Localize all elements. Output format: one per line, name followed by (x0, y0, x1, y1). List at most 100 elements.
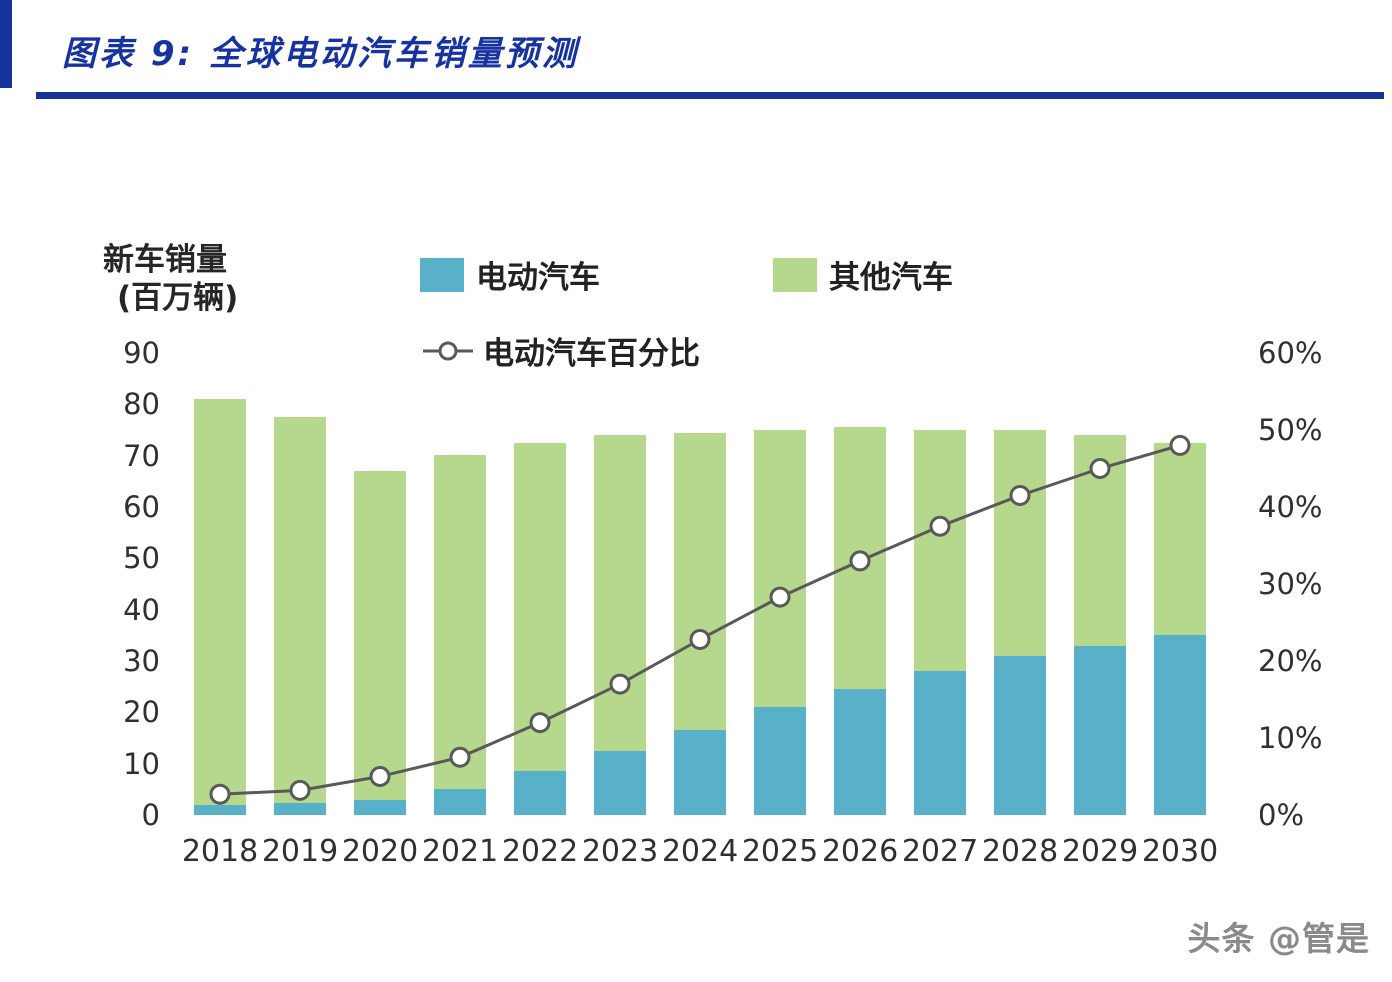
bar-segment-ev (674, 730, 726, 815)
bar-column-2026 (834, 427, 886, 815)
bar-segment-ev (354, 799, 406, 815)
left-tick-label: 60 (123, 490, 160, 524)
left-accent-bar (0, 0, 12, 88)
plot-area (180, 353, 1220, 815)
left-tick-label: 30 (123, 644, 160, 678)
left-tick-label: 90 (123, 336, 160, 370)
bar-column-2024 (674, 432, 726, 815)
bar-segment-other (674, 432, 726, 731)
bar-column-2020 (354, 471, 406, 815)
x-axis-label: 2019 (261, 834, 339, 869)
x-axis-label: 2018 (181, 834, 259, 869)
x-axis-label: 2030 (1141, 834, 1219, 869)
bar-segment-other (754, 430, 806, 708)
line-marker (689, 628, 711, 650)
left-tick-label: 50 (123, 541, 160, 576)
bar-segment-other (914, 430, 966, 672)
right-tick-label: 10% (1258, 721, 1323, 755)
x-axis-label: 2022 (501, 834, 579, 869)
bar-segment-other (434, 454, 486, 790)
x-axis-label: 2028 (981, 834, 1059, 869)
line-marker (369, 766, 391, 787)
left-tick-label: 0 (141, 798, 160, 832)
x-axis-label: 2027 (901, 834, 979, 869)
bar-column-2028 (994, 430, 1046, 815)
left-tick-label: 70 (123, 438, 160, 473)
line-marker (1009, 484, 1031, 506)
line-marker (209, 783, 231, 805)
left-tick-label: 80 (123, 387, 160, 422)
bar-segment-other (274, 417, 326, 804)
other-legend-swatch-icon (773, 257, 817, 292)
x-axis-label: 2024 (661, 834, 739, 869)
bar-column-2021 (434, 454, 486, 815)
left-axis-title-line1: 新车销量 (103, 242, 227, 278)
bar-segment-ev (274, 803, 326, 815)
bar-column-2027 (914, 430, 966, 815)
line-marker (529, 712, 551, 734)
right-tick-label: 60% (1258, 336, 1323, 370)
x-axis-label: 2026 (821, 834, 899, 869)
bar-segment-ev (514, 771, 566, 815)
right-tick-label: 20% (1258, 644, 1323, 678)
bar-segment-other (354, 471, 406, 800)
line-marker (1169, 434, 1191, 456)
bar-segment-ev (834, 689, 886, 815)
bar-segment-ev (994, 655, 1046, 815)
percentage-line-path (219, 443, 1181, 796)
bar-column-2025 (754, 430, 806, 815)
watermark: 头条 @管是 (1187, 919, 1370, 958)
bar-segment-other (1154, 442, 1206, 636)
x-axis-label: 2020 (341, 834, 419, 869)
bar-column-2018 (194, 399, 246, 815)
x-axis-label: 2025 (741, 834, 819, 869)
line-marker (849, 550, 871, 572)
bar-segment-other (994, 430, 1046, 656)
left-tick-label: 10 (123, 746, 160, 781)
legend-line-label: 电动汽车百分比 (483, 336, 700, 372)
left-axis-title: 新车销量 (百万辆) (103, 242, 238, 318)
ev-legend-swatch-icon (420, 257, 464, 292)
x-axis-label: 2029 (1061, 834, 1139, 869)
left-tick-label: 40 (123, 592, 160, 627)
right-tick-label: 0% (1258, 798, 1305, 832)
figure-title: 图表 9: 全球电动汽车销量预测 (62, 34, 579, 74)
line-marker (1089, 458, 1111, 479)
bar-segment-ev (1154, 635, 1206, 815)
bar-segment-ev (434, 789, 486, 815)
bar-segment-ev (914, 671, 966, 815)
legend-ev-label: 电动汽车 (476, 260, 600, 296)
legend-percentage-line: 电动汽车百分比 (423, 328, 700, 373)
right-tick-label: 30% (1258, 567, 1323, 601)
right-tick-label: 40% (1258, 490, 1323, 524)
legend-ev: 电动汽车 (420, 252, 600, 297)
line-marker (929, 515, 951, 537)
legend-other-label: 其他汽车 (829, 260, 953, 296)
left-axis-title-line2: (百万辆) (117, 279, 239, 316)
bar-segment-other (194, 399, 246, 805)
bar-segment-ev (1074, 645, 1126, 815)
ev-percentage-line (209, 434, 1191, 805)
bar-segment-ev (754, 707, 806, 815)
line-marker (769, 586, 791, 608)
bar-column-2029 (1074, 435, 1126, 815)
right-axis-ticks: 0% 10% 20% 30% 40% 50% 60% (1258, 336, 1368, 832)
left-axis-ticks: 0 10 20 30 40 50 60 70 80 90 (86, 336, 160, 832)
bar-column-2019 (274, 417, 326, 815)
x-axis-label: 2023 (581, 834, 659, 869)
bar-segment-ev (194, 804, 246, 815)
legend-other: 其他汽车 (773, 252, 953, 297)
line-marker (449, 746, 471, 768)
title-divider (36, 92, 1384, 99)
percentage-line-marker-icon (423, 341, 473, 360)
line-marker (609, 673, 631, 695)
right-tick-label: 50% (1258, 413, 1323, 447)
bar-segment-ev (594, 750, 646, 815)
left-tick-label: 20 (123, 695, 160, 730)
bar-column-2030 (1154, 442, 1206, 815)
x-axis-label: 2021 (421, 834, 499, 869)
bar-segment-other (594, 435, 646, 751)
line-marker (289, 779, 311, 801)
bar-column-2023 (594, 435, 646, 815)
